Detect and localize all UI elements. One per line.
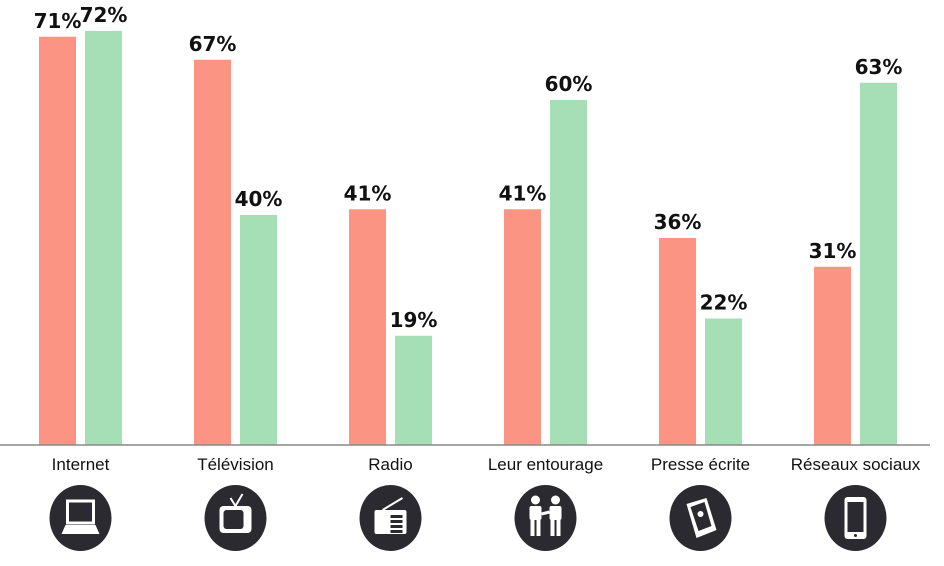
laptop-icon (49, 485, 112, 551)
tv-icon (204, 485, 267, 551)
category-label: Leur entourage (488, 455, 603, 474)
bar (85, 31, 122, 445)
category-label: Réseaux sociaux (791, 455, 921, 474)
data-label: 63% (855, 55, 903, 79)
data-label: 31% (809, 239, 857, 263)
bar (705, 318, 742, 445)
data-label: 36% (654, 210, 702, 234)
bar (550, 100, 587, 445)
data-label: 40% (235, 187, 283, 211)
bar (240, 215, 277, 445)
bar (194, 59, 231, 445)
people-icon (514, 485, 577, 551)
smartphone-icon (824, 485, 887, 551)
bar (395, 335, 432, 445)
bar (659, 238, 696, 445)
category-label: Télévision (197, 455, 274, 474)
data-label: 72% (80, 3, 128, 27)
category-label: Radio (368, 455, 412, 474)
bar (39, 36, 76, 445)
category-label: Presse écrite (651, 455, 750, 474)
newspaper-icon (669, 485, 732, 551)
data-label: 60% (545, 72, 593, 96)
bar (814, 266, 851, 445)
data-label: 71% (34, 9, 82, 33)
data-label: 41% (344, 181, 392, 205)
data-label: 41% (499, 181, 547, 205)
category-label: Internet (52, 455, 110, 474)
data-label: 19% (390, 308, 438, 332)
radio-icon (359, 485, 422, 551)
data-label: 22% (700, 291, 748, 315)
bar (860, 82, 897, 445)
bar (504, 209, 541, 445)
bar (349, 209, 386, 445)
data-label: 67% (189, 32, 237, 56)
